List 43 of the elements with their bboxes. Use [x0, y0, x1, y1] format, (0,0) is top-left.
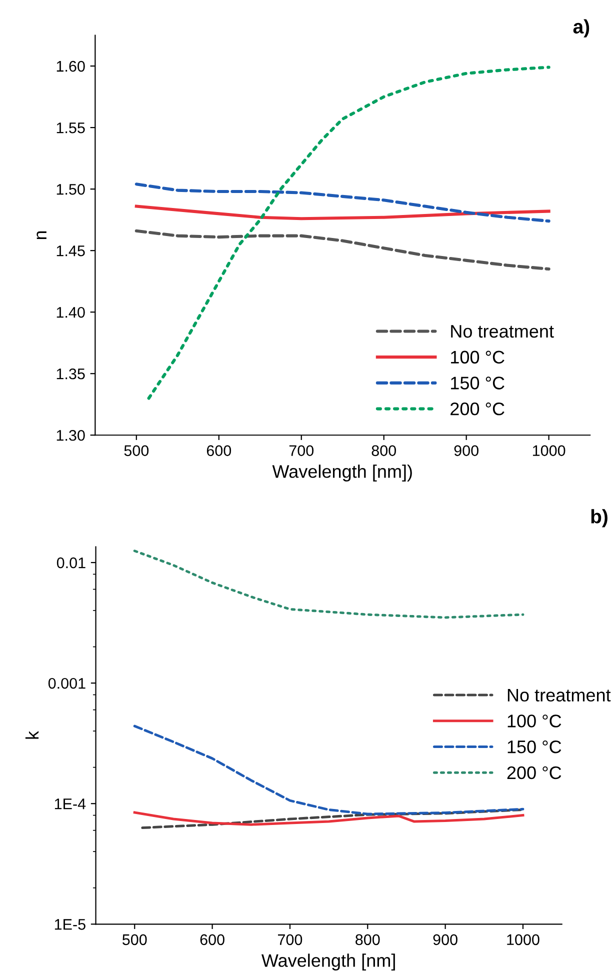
line-series: [134, 182, 550, 223]
y-axis-title: k: [25, 730, 39, 739]
y-tick-label: 0.01: [56, 557, 86, 568]
legend-label: 150 °C: [508, 740, 562, 754]
legend-label: No treatment: [451, 325, 554, 338]
y-tick-label: 1.45: [56, 246, 85, 256]
x-tick-label: 700: [289, 445, 314, 456]
x-axis-title: Wavelength [nm]: [261, 954, 395, 970]
line-series: [133, 550, 524, 619]
y-tick-label: 0.001: [48, 678, 86, 689]
x-tick-label: 500: [124, 445, 149, 456]
x-tick-label: 800: [356, 934, 380, 946]
y-tick-label: 1.30: [56, 430, 85, 441]
y-tick-label: 1E-5: [54, 919, 86, 930]
x-tick-label: 700: [278, 934, 302, 946]
line-series: [134, 204, 550, 220]
x-tick-label: 500: [122, 934, 147, 946]
x-tick-label: 900: [454, 445, 478, 456]
x-tick-label: 900: [433, 934, 458, 946]
y-tick-label: 1.60: [56, 60, 85, 72]
y-tick-label: 1.50: [56, 184, 85, 195]
x-tick-label: 1000: [507, 934, 540, 946]
y-tick-label: 1.40: [56, 306, 85, 318]
x-axis-title: Wavelength [nm]): [272, 464, 412, 482]
x-tick-label: 800: [372, 445, 396, 456]
legend-label: 100 °C: [451, 350, 504, 364]
y-tick-label: 1E-4: [54, 798, 86, 810]
legend-label: 200 °C: [450, 402, 504, 416]
line-series: [133, 811, 524, 826]
y-tick-label: 1.35: [56, 368, 85, 380]
legend-label: 100 °C: [508, 714, 562, 728]
line-series: [141, 808, 524, 830]
y-axis-title: n: [36, 231, 46, 240]
x-tick-label: 600: [206, 445, 232, 456]
line-series: [134, 229, 550, 271]
legend-label: No treatment: [508, 688, 611, 702]
x-tick-label: 1000: [532, 445, 566, 456]
x-tick-label: 600: [200, 934, 224, 946]
text: b): [591, 509, 608, 528]
y-tick-label: 1.55: [56, 122, 85, 134]
legend-label: 200 °C: [507, 766, 562, 780]
annotation: a): [573, 19, 590, 38]
legend-label: 150 °C: [451, 376, 504, 390]
